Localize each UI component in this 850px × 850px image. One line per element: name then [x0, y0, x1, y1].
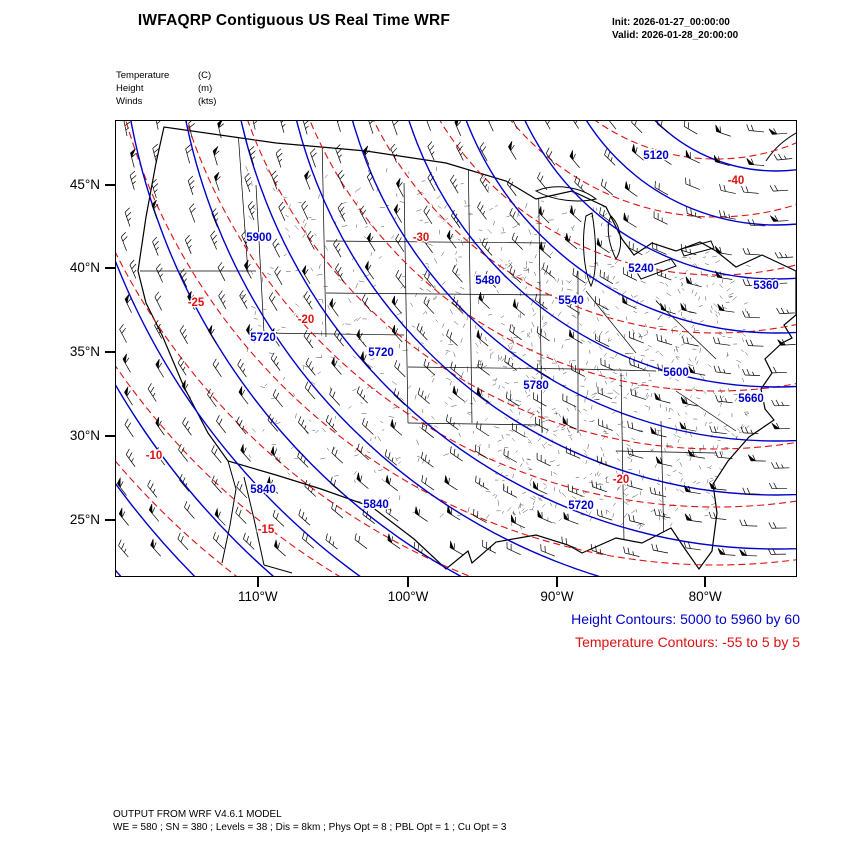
map-canvas: 5120 5240 5360 5480 5540 5600 5660 5720 5720 5720… [116, 121, 796, 576]
height-contour-label: 5480 [475, 275, 501, 287]
temp-contour-label: -20 [298, 314, 315, 326]
height-contour-label: 5540 [558, 295, 584, 307]
temperature-contour-lines [116, 121, 796, 576]
height-contour-label: 5720 [368, 347, 394, 359]
y-tick-label: 45°N [69, 177, 100, 193]
valid-time: Valid: 2026-01-28_20:00:00 [612, 29, 739, 41]
y-tick-mark [105, 267, 115, 269]
height-contour-lines [116, 121, 796, 576]
legend-field-unit: (kts) [198, 96, 217, 107]
y-tick-mark [105, 184, 115, 186]
legend-row-height: Height (m) [116, 82, 216, 95]
footer-model-line: OUTPUT FROM WRF V4.6.1 MODEL [113, 809, 282, 820]
field-legend: Temperature (C) Height (m) Winds (kts) [116, 69, 216, 108]
map-frame: 5120 5240 5360 5480 5540 5600 5660 5720 5720 5720… [115, 120, 797, 577]
x-tick-mark [556, 577, 558, 587]
temp-contour-caption: Temperature Contours: -55 to 5 by 5 [575, 634, 800, 650]
height-contour-label: 5660 [738, 393, 764, 405]
y-tick-label: 25°N [69, 511, 100, 527]
height-contour-label: 5840 [250, 484, 276, 496]
height-contour-label: 5120 [643, 150, 669, 162]
state-boundaries [140, 130, 737, 546]
temp-contour-label: -15 [258, 524, 275, 536]
x-tick-mark [704, 577, 707, 587]
height-contour-label: 5840 [363, 499, 389, 511]
x-tick-mark [257, 577, 259, 587]
y-tick-mark [105, 519, 115, 521]
contour-captions: Height Contours: 5000 to 5960 by 60 Temp… [390, 608, 800, 654]
footer-config-line: WE = 580 ; SN = 380 ; Levels = 38 ; Dis … [113, 822, 507, 833]
height-contour-label: 5780 [523, 380, 549, 392]
init-time: Init: 2026-01-27_00:00:00 [612, 17, 730, 28]
y-tick-mark [105, 434, 115, 437]
x-tick-label: 110°W [237, 589, 278, 604]
y-tick-label: 40°N [69, 259, 100, 275]
temp-contour-label: -25 [188, 297, 205, 309]
y-tick-label: 35°N [69, 344, 100, 360]
legend-field-name: Winds [116, 96, 143, 107]
height-contour-label: 5240 [628, 263, 654, 275]
temp-contour-label: -20 [613, 474, 630, 486]
legend-row-temperature: Temperature (C) [116, 69, 216, 82]
y-tick-mark [105, 351, 115, 353]
legend-field-name: Temperature [116, 70, 170, 81]
map-outline [137, 126, 796, 574]
x-tick-label: 90°W [540, 589, 574, 604]
init-valid-block: Init: 2026-01-27_00:00:00 Valid: 2026-01… [612, 17, 738, 42]
x-tick-mark [407, 577, 409, 587]
legend-row-winds: Winds (kts) [116, 95, 216, 108]
wind-barbs [117, 121, 796, 558]
temp-contour-label: -30 [413, 232, 430, 244]
contour-labels: 5120 5240 5360 5480 5540 5600 5660 5720 5720 5720… [144, 149, 780, 538]
temp-contour-label: -40 [728, 175, 745, 187]
y-tick-label: 30°N [69, 427, 100, 443]
height-contour-label: 5360 [753, 280, 779, 292]
county-boundaries [240, 165, 755, 530]
height-contour-caption: Height Contours: 5000 to 5960 by 60 [571, 611, 800, 627]
height-contour-label: 5600 [663, 367, 689, 379]
page-title: IWFAQRP Contiguous US Real Time WRF [137, 12, 451, 29]
legend-field-unit: (C) [198, 70, 212, 81]
model-footer: OUTPUT FROM WRF V4.6.1 MODEL WE = 580 ; … [113, 808, 506, 834]
height-contour-label: 5720 [568, 500, 594, 512]
legend-field-name: Height [116, 83, 144, 94]
legend-field-unit: (m) [198, 83, 213, 94]
height-contour-label: 5900 [246, 232, 272, 244]
height-contour-label: 5720 [250, 332, 276, 344]
x-tick-label: 100°W [387, 589, 429, 604]
temp-contour-label: -10 [146, 450, 163, 462]
x-tick-label: 80°W [688, 589, 722, 604]
